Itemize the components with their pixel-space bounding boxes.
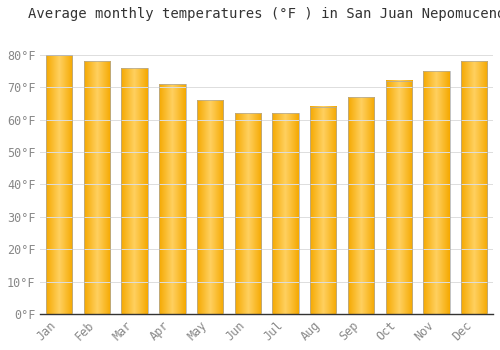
Title: Average monthly temperatures (°F ) in San Juan Nepomuceno: Average monthly temperatures (°F ) in Sa… bbox=[28, 7, 500, 21]
